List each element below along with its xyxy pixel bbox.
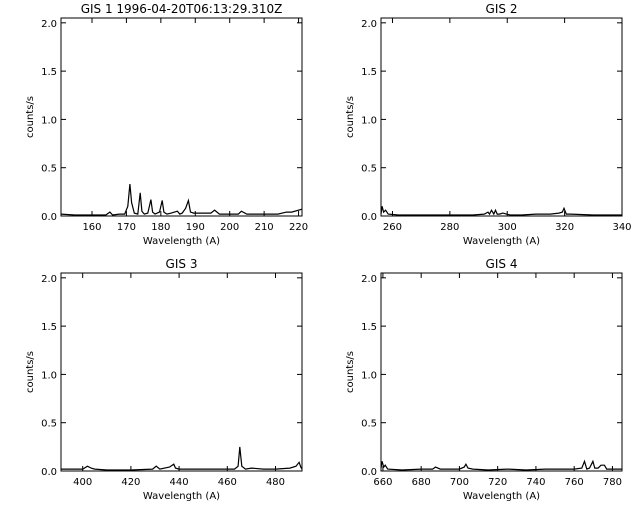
y-tick-label: 0.0 [361,467,377,478]
y-tick-label: 0.5 [361,419,377,430]
panel-3: GIS 3 400 420 440 460 480 0.0 0.5 1.0 1.5 2.0 Wavel… [25,257,303,502]
y-axis-label: counts/s [25,96,36,138]
y-tick-label: 0.0 [41,467,57,478]
y-tick-label: 1.5 [41,322,57,333]
y-tick-label: 1.0 [41,115,57,126]
y-tick-label: 0.5 [361,164,377,175]
y-tick-label: 1.0 [361,115,377,126]
y-tick-label: 0.5 [41,419,57,430]
x-tick-label: 340 [612,222,631,233]
y-tick-label: 1.5 [361,67,377,78]
y-tick-label: 2.0 [361,274,377,285]
plot-frame [60,17,303,217]
y-tick-label: 2.0 [41,19,57,30]
x-tick-label: 200 [220,222,239,233]
y-tick-label: 1.5 [361,322,377,333]
y-tick-label: 0.5 [41,164,57,175]
x-tick-label: 440 [170,477,189,488]
x-tick-label: 660 [373,477,392,488]
x-tick-label: 210 [255,222,274,233]
y-tick-label: 0.0 [361,212,377,223]
x-axis-label: Wavelength (A) [143,236,220,247]
x-tick-label: 220 [289,222,308,233]
x-tick-label: 300 [498,222,517,233]
x-tick-label: 740 [526,477,545,488]
x-tick-label: 700 [450,477,469,488]
plot-frame [380,17,623,217]
panel-title: GIS 1 1996-04-20T06:13:29.310Z [81,2,283,16]
x-tick-label: 420 [121,477,140,488]
x-axis-label: Wavelength (A) [143,491,220,502]
panel-title: GIS 3 [166,257,198,271]
x-tick-label: 480 [266,477,285,488]
panel-title: GIS 4 [486,257,518,271]
panel-1: GIS 1 1996-04-20T06:13:29.310Z 160 170 180 1… [25,2,308,247]
spectrum-line [61,446,303,471]
panel-2: GIS 2 260 280 300 320 340 0.0 0.5 1.0 1.5 2.0 Wavel… [345,2,632,247]
spectrum-line [380,206,622,216]
x-tick-label: 190 [186,222,205,233]
x-tick-label: 760 [565,477,584,488]
spectrum-line [380,459,622,471]
y-axis-label: counts/s [345,351,356,393]
y-tick-label: 1.0 [361,370,377,381]
y-tick-label: 0.0 [41,212,57,223]
x-tick-label: 720 [488,477,507,488]
y-axis-label: counts/s [25,351,36,393]
x-axis-label: Wavelength (A) [463,236,540,247]
y-tick-label: 2.0 [361,19,377,30]
x-tick-label: 780 [603,477,622,488]
y-tick-label: 1.5 [41,67,57,78]
x-tick-label: 320 [555,222,574,233]
x-tick-label: 170 [117,222,136,233]
plot-frame [60,272,303,472]
x-tick-label: 400 [73,477,92,488]
x-tick-label: 280 [440,222,459,233]
x-tick-label: 160 [82,222,101,233]
x-tick-label: 180 [151,222,170,233]
x-tick-label: 460 [218,477,237,488]
y-tick-label: 1.0 [41,370,57,381]
x-axis-label: Wavelength (A) [463,491,540,502]
y-axis-label: counts/s [345,96,356,138]
panel-title: GIS 2 [486,2,518,16]
x-tick-label: 260 [383,222,402,233]
x-tick-label: 680 [412,477,431,488]
panel-4: GIS 4 660 680 700 720 740 760 780 0.0 0.5 1.0 1.5 2.… [345,257,623,502]
spectrum-line [60,184,303,216]
y-tick-label: 2.0 [41,274,57,285]
plot-frame [380,272,623,472]
